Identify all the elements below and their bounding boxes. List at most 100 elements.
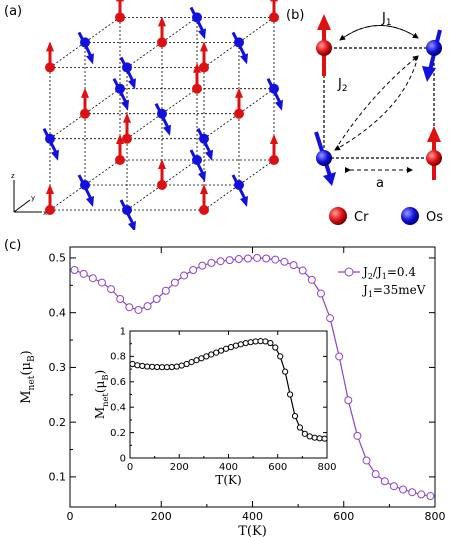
inset-data-point (193, 357, 200, 364)
inset-data-point (178, 362, 185, 369)
main-data-point (253, 253, 262, 262)
main-data-point (326, 314, 335, 323)
legend-ratio-label: J2/J1=0.4 (361, 265, 416, 281)
inset-xtick-label: 800 (317, 462, 336, 473)
main-xtick-label: 800 (425, 510, 446, 523)
inset-ytick-label: 0.6 (110, 377, 126, 388)
legend-j1-label: J1=35meV (361, 283, 426, 299)
inset-ytick-label: 0.2 (110, 428, 126, 439)
cr-spin (115, 134, 125, 165)
axis-y-label: y (31, 194, 35, 202)
svg-text:Cr: Cr (354, 210, 369, 225)
cr-spin (269, 0, 279, 23)
main-data-point (408, 488, 417, 497)
cr-spin-top-left (316, 14, 332, 76)
inset-ytick-label: 0.8 (110, 352, 126, 363)
inset-ytick-label: 0 (120, 453, 126, 464)
panel-b-exchange: J1 J2 a Cr (314, 11, 443, 225)
main-xtick-label: 400 (242, 510, 263, 523)
inset-data-point (188, 359, 195, 366)
cr-spin-bottom-right (426, 126, 442, 180)
os-spin (231, 174, 248, 207)
main-data-point (316, 289, 325, 298)
main-data-point (371, 470, 380, 479)
main-ytick-label: 0.3 (49, 361, 67, 374)
inset-ytick-label: 0.4 (110, 403, 126, 414)
os-spin (77, 31, 94, 65)
inset-data-point (144, 363, 151, 370)
inset-data-point (153, 363, 161, 371)
main-data-point (79, 269, 88, 278)
os-spin (77, 174, 94, 207)
main-data-point (189, 265, 198, 274)
panel-a-label: (a) (4, 4, 23, 19)
cr-spin (115, 0, 125, 23)
inset-xlabel: T(K) (215, 473, 241, 487)
j1-arc (339, 25, 419, 41)
inset-data-point (213, 349, 220, 356)
inset-data-point (277, 353, 284, 360)
inset-data-point (208, 351, 215, 358)
inset-data-point (291, 412, 299, 420)
main-data-point (362, 456, 371, 465)
inset-data-point (262, 338, 269, 345)
inset-data-point (257, 338, 264, 345)
main-data-point (116, 295, 125, 303)
inset-data-point (252, 338, 259, 345)
inset-data-point (247, 339, 254, 346)
main-data-point (234, 255, 243, 264)
main-ytick-label: 0.5 (49, 252, 67, 265)
inset-xtick-label: 600 (268, 462, 287, 473)
j1-label: J1 (381, 11, 392, 28)
inset-data-point (301, 430, 308, 437)
main-data-point (107, 285, 116, 294)
main-data-point (335, 352, 344, 361)
panel-c-label: (c) (4, 238, 22, 253)
inset-data-point (316, 435, 323, 442)
main-data-point (97, 278, 106, 287)
main-data-point (88, 274, 97, 283)
main-data-point (399, 485, 408, 494)
inset-data-point (272, 344, 279, 351)
inset-data-point (296, 424, 304, 431)
os-spin-bottom-left (314, 131, 336, 186)
cr-spin (234, 87, 244, 119)
main-data-point (280, 257, 289, 266)
a-label: a (376, 176, 384, 191)
os-spin (189, 149, 206, 182)
main-data-point (307, 275, 316, 284)
inset-data-point (267, 339, 274, 347)
main-xtick-label: 600 (333, 510, 354, 523)
j1-arc-back (339, 25, 419, 41)
inset-data-point (163, 364, 171, 371)
cr-spin (157, 16, 167, 48)
inset-data-point (282, 368, 289, 375)
os-spin (119, 56, 136, 90)
os-spin (112, 78, 129, 111)
inset-frame (129, 330, 328, 459)
main-xlabel: T(K) (238, 524, 267, 537)
inset-xtick-label: 0 (127, 462, 133, 473)
inset-ytick-label: 1 (120, 326, 126, 337)
main-data-point (198, 261, 207, 270)
main-data-point (161, 286, 170, 295)
panel-b-label: (b) (286, 8, 305, 23)
main-series-line (74, 257, 431, 497)
main-data-point (353, 431, 362, 440)
main-ytick-label: 0.2 (49, 416, 67, 429)
main-data-point (152, 295, 161, 303)
inset-data-point (173, 363, 180, 370)
cr-spin (269, 134, 279, 165)
inset-data-point (306, 433, 313, 440)
os-spin (196, 128, 213, 161)
main-ytick-label: 0.4 (49, 306, 67, 319)
j2-arc-back (334, 55, 419, 151)
panel-a-lattice: z y x (11, 0, 283, 230)
inset-data-point (232, 342, 239, 349)
j2-arc (334, 55, 419, 151)
panel-c-chart: 0 200 400 600 800 0.1 0.2 0.3 0.4 0.5 T(K) Mnet(μB)… (19, 246, 446, 537)
inset-data-point (134, 362, 141, 369)
main-data-point (426, 492, 435, 501)
inset-data-point (198, 355, 205, 362)
